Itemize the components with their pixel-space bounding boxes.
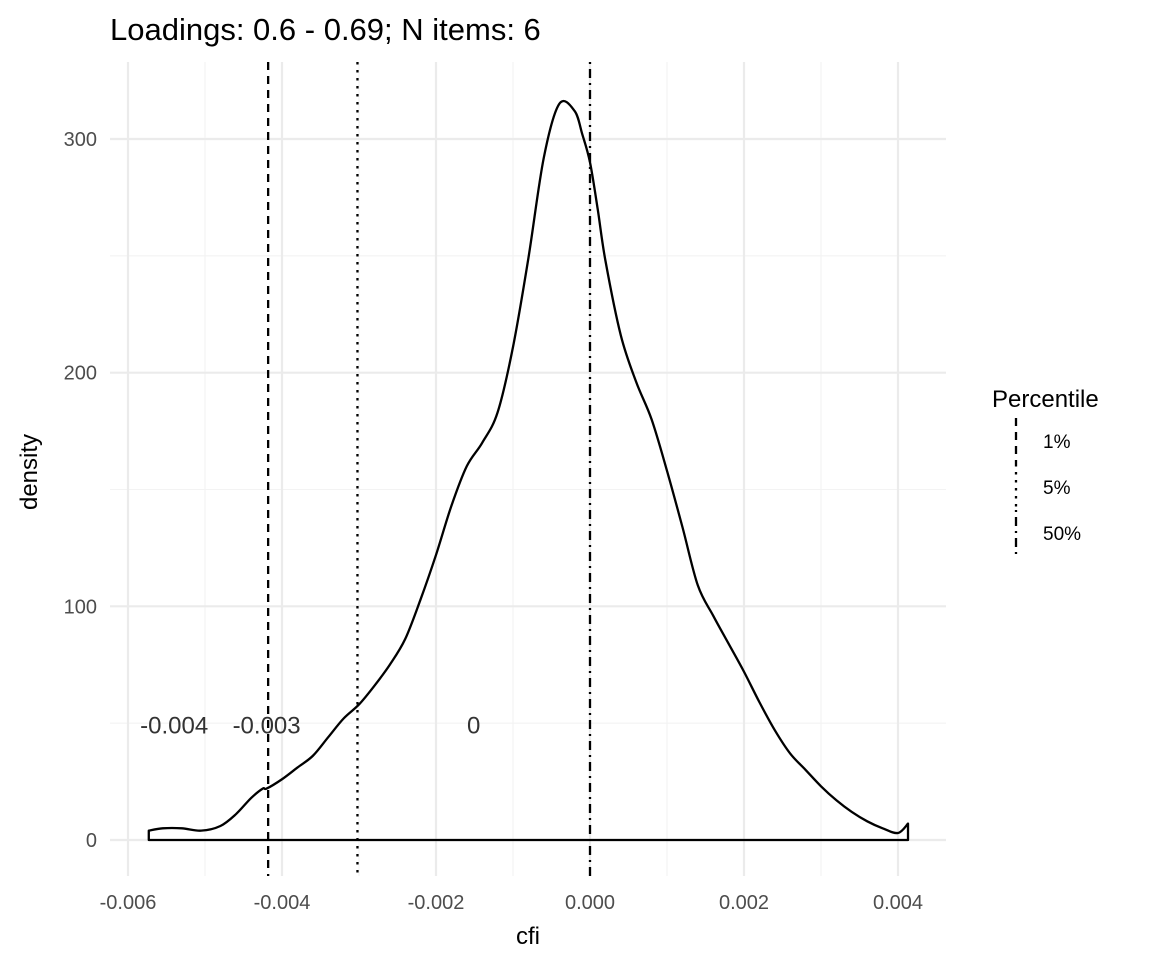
y-tick-label: 0: [86, 830, 97, 852]
chart-title: Loadings: 0.6 - 0.69; N items: 6: [110, 12, 541, 47]
x-tick-label: -0.006: [100, 892, 157, 914]
legend-title: Percentile: [992, 386, 1099, 413]
x-tick-labels: -0.006 -0.004 -0.002 0.000 0.002 0.004: [100, 892, 923, 914]
density-curve: [147, 99, 910, 842]
y-tick-label: 200: [64, 363, 97, 385]
minor-gridlines: [110, 62, 946, 876]
legend: Percentile 1% 5% 50%: [992, 386, 1099, 556]
legend-entry-label: 5%: [1043, 478, 1071, 499]
percentile-labels: -0.004 -0.003 0: [140, 713, 480, 740]
y-axis-title: density: [16, 434, 43, 510]
percentile-value-label: -0.003: [233, 713, 301, 740]
y-tick-labels: 0 100 200 300: [64, 129, 97, 852]
x-tick-label: 0.004: [873, 892, 923, 914]
x-tick-label: -0.002: [408, 892, 465, 914]
x-axis-title: cfi: [516, 923, 540, 950]
x-tick-label: 0.002: [719, 892, 769, 914]
density-layer: [147, 99, 910, 842]
x-tick-label: -0.004: [254, 892, 311, 914]
percentile-value-label: -0.004: [140, 713, 208, 740]
percentile-value-label: 0: [467, 713, 480, 740]
legend-entry-label: 50%: [1043, 524, 1081, 545]
y-tick-label: 100: [64, 596, 97, 618]
x-tick-label: 0.000: [565, 892, 615, 914]
percentile-lines: [266, 62, 592, 876]
legend-entry-label: 1%: [1043, 432, 1071, 453]
legend-keys: 1% 5% 50%: [1014, 418, 1081, 556]
y-tick-label: 300: [64, 129, 97, 151]
